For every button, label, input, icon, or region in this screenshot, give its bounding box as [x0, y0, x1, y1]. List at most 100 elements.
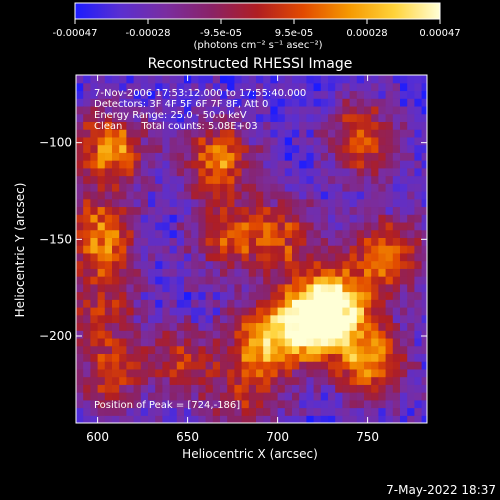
heatmap-cell: [176, 330, 185, 339]
heatmap-cell: [76, 299, 84, 308]
heatmap-cell: [83, 260, 91, 269]
heatmap-cell: [364, 368, 372, 378]
heatmap-cell: [205, 337, 214, 347]
heatmap-cell: [140, 245, 149, 254]
heatmap-cell: [248, 167, 257, 177]
heatmap-cell: [400, 183, 408, 192]
heatmap-cell: [97, 260, 106, 269]
heatmap-cell: [191, 152, 199, 161]
heatmap-cell: [83, 337, 91, 347]
heatmap-cell: [126, 229, 135, 238]
heatmap-cell: [356, 245, 365, 254]
heatmap-cell: [169, 330, 178, 339]
heatmap-cell: [176, 105, 185, 115]
heatmap-cell: [133, 191, 142, 200]
heatmap-cell: [119, 276, 127, 285]
heatmap-cell: [83, 237, 91, 246]
heatmap-cell: [76, 113, 84, 122]
heatmap-cell: [335, 105, 343, 115]
heatmap-cell: [299, 98, 307, 107]
heatmap-cell: [328, 229, 336, 238]
heatmap-cell: [234, 276, 243, 285]
heatmap-cell: [371, 198, 379, 208]
heatmap-cell: [155, 121, 163, 130]
heatmap-cell: [356, 113, 365, 122]
heatmap-cell: [313, 167, 322, 177]
heatmap-cell: [176, 376, 185, 385]
heatmap-cell: [155, 113, 163, 122]
heatmap-cell: [248, 415, 257, 423]
heatmap-cell: [205, 345, 214, 354]
heatmap-cell: [169, 160, 178, 169]
heatmap-cell: [313, 75, 322, 84]
heatmap-cell: [356, 299, 365, 308]
heatmap-cell: [356, 191, 365, 200]
heatmap-cell: [76, 105, 84, 115]
heatmap-cell: [270, 221, 279, 231]
heatmap-cell: [234, 206, 243, 215]
heatmap-cell: [299, 322, 307, 331]
heatmap-cell: [184, 198, 192, 208]
heatmap-cell: [112, 229, 120, 238]
heatmap-cell: [263, 160, 271, 169]
x-axis-label: Heliocentric X (arcsec): [182, 447, 318, 461]
heatmap-cell: [277, 283, 286, 293]
heatmap-cell: [320, 82, 329, 92]
heatmap-cell: [227, 191, 235, 200]
heatmap-cell: [392, 90, 401, 99]
heatmap-cell: [119, 129, 127, 138]
heatmap-cell: [155, 245, 163, 254]
heatmap-cell: [169, 183, 178, 192]
heatmap-cell: [299, 206, 307, 215]
heatmap-cell: [335, 121, 343, 130]
heatmap-cell: [220, 183, 228, 192]
heatmap-cell: [133, 245, 142, 254]
heatmap-cell: [140, 392, 149, 401]
heatmap-cell: [140, 407, 149, 416]
heatmap-cell: [176, 167, 185, 177]
heatmap-cell: [83, 276, 91, 285]
heatmap-cell: [421, 260, 427, 269]
heatmap-cell: [169, 105, 178, 115]
heatmap-cell: [284, 191, 293, 200]
heatmap-cell: [198, 276, 207, 285]
heatmap-cell: [313, 175, 322, 184]
heatmap-cell: [83, 198, 91, 208]
heatmap-cell: [378, 90, 387, 99]
heatmap-cell: [112, 276, 120, 285]
heatmap-cell: [169, 82, 178, 92]
heatmap-cell: [364, 376, 372, 385]
heatmap-cells: [76, 75, 427, 423]
heatmap-cell: [299, 361, 307, 370]
heatmap-cell: [256, 307, 264, 316]
heatmap-cell: [212, 82, 221, 92]
heatmap-cell: [227, 407, 235, 416]
heatmap-cell: [400, 314, 408, 324]
heatmap-cell: [205, 160, 214, 169]
heatmap-cell: [421, 167, 427, 177]
heatmap-cell: [284, 75, 293, 84]
heatmap-cell: [421, 191, 427, 200]
heatmap-cell: [328, 129, 336, 138]
heatmap-cell: [414, 191, 423, 200]
heatmap-cell: [133, 136, 142, 146]
heatmap-cell: [364, 82, 372, 92]
heatmap-cell: [263, 121, 271, 130]
heatmap-cell: [364, 198, 372, 208]
heatmap-cell: [378, 160, 387, 169]
heatmap-cell: [328, 90, 336, 99]
heatmap-cell: [256, 252, 264, 262]
heatmap-cell: [292, 353, 300, 362]
heatmap-cell: [328, 214, 336, 223]
heatmap-cell: [184, 361, 192, 370]
heatmap-cell: [284, 206, 293, 215]
heatmap-cell: [162, 144, 171, 153]
heatmap-cell: [356, 276, 365, 285]
heatmap-cell: [83, 376, 91, 385]
heatmap-cell: [320, 283, 329, 293]
heatmap-cell: [162, 407, 171, 416]
heatmap-cell: [148, 75, 156, 84]
heatmap-cell: [90, 291, 99, 300]
heatmap-cell: [364, 245, 372, 254]
heatmap-cell: [234, 245, 243, 254]
